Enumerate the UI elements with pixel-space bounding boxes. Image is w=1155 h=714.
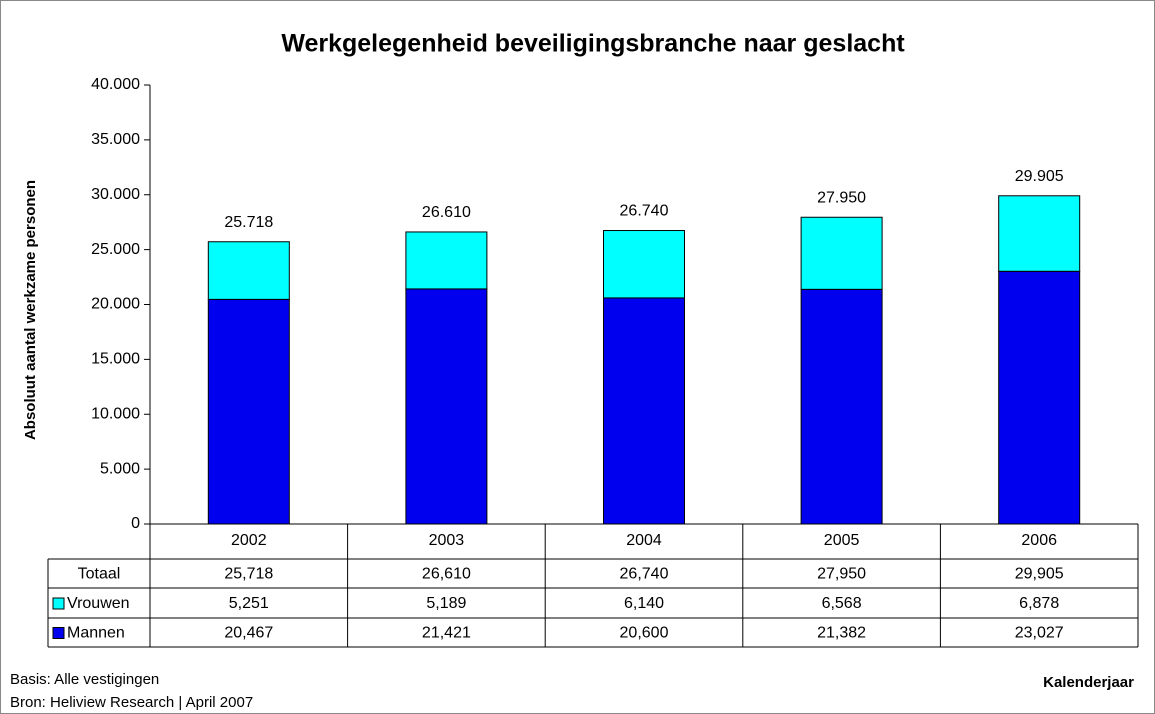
total-label: 27.950: [817, 189, 866, 206]
y-tick-label: 20.000: [91, 296, 140, 313]
total-label: 26.610: [422, 204, 471, 221]
chart-title: Werkgelegenheid beveiligingsbranche naar…: [281, 30, 905, 58]
table-cell: 6,568: [822, 595, 862, 612]
legend-swatch: [52, 597, 65, 610]
total-label: 29.905: [1015, 168, 1064, 185]
bar-segment: [207, 241, 290, 300]
y-axis-label: Absoluut aantal werkzame personen: [22, 180, 39, 440]
legend-label: Vrouwen: [67, 595, 130, 612]
bar-segment: [603, 230, 685, 299]
table-cell: 21,421: [422, 625, 471, 642]
table-cell: 6,878: [1019, 595, 1059, 612]
x-tick-label: 2003: [429, 532, 465, 549]
bar-segment: [405, 288, 488, 525]
bar-segment: [998, 270, 1081, 525]
bar-segment: [405, 231, 488, 290]
legend-label: Mannen: [67, 625, 125, 642]
table-cell: 23,027: [1015, 625, 1064, 642]
bar-segment: [603, 297, 685, 525]
y-tick-label: 5.000: [100, 460, 140, 477]
y-tick-label: 25.000: [91, 241, 140, 258]
y-tick-label: 10.000: [91, 405, 140, 422]
table-cell: 5,251: [229, 595, 269, 612]
y-tick-label: 0: [131, 515, 140, 532]
bar-segment: [800, 216, 883, 290]
table-cell: 25,718: [224, 566, 273, 583]
x-tick-label: 2002: [231, 532, 267, 549]
table-cell: 6,140: [624, 595, 664, 612]
table-cell: 29,905: [1015, 566, 1064, 583]
x-tick-label: 2006: [1021, 532, 1057, 549]
bar-segment: [800, 288, 883, 525]
row-label: Totaal: [78, 566, 121, 583]
table-cell: 26,610: [422, 566, 471, 583]
bar-segment: [998, 195, 1081, 272]
y-tick-label: 40.000: [91, 76, 140, 93]
bar-segment: [207, 298, 290, 525]
note: Basis: Alle vestigingen: [10, 671, 159, 688]
total-label: 25.718: [224, 214, 273, 231]
y-tick-label: 30.000: [91, 186, 140, 203]
y-tick-label: 15.000: [91, 351, 140, 368]
table-cell: 26,740: [620, 566, 669, 583]
table-cell: 20,467: [224, 625, 273, 642]
x-axis-label: Kalenderjaar: [1043, 674, 1134, 691]
x-tick-label: 2005: [824, 532, 860, 549]
y-tick-label: 35.000: [91, 131, 140, 148]
x-tick-label: 2004: [626, 532, 662, 549]
table-cell: 21,382: [817, 625, 866, 642]
table-cell: 27,950: [817, 566, 866, 583]
total-label: 26.740: [620, 203, 669, 220]
table-cell: 5,189: [426, 595, 466, 612]
legend-swatch: [52, 627, 65, 639]
table-cell: 20,600: [620, 625, 669, 642]
note: Bron: Heliview Research | April 2007: [10, 694, 253, 711]
